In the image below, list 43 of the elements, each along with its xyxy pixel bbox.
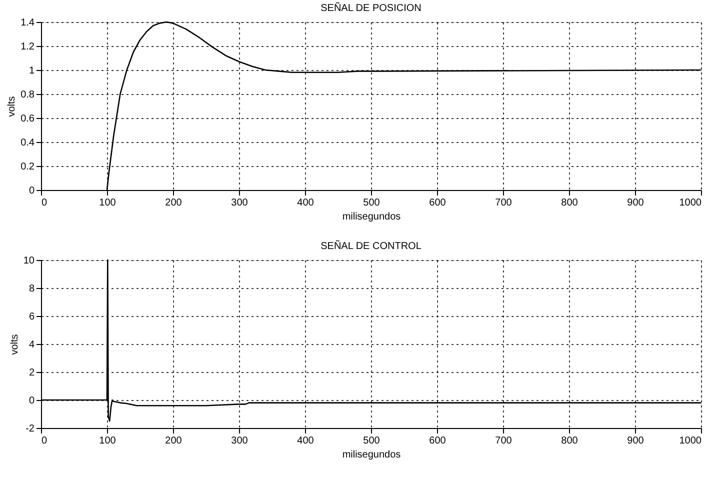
- x-tick-label: 900: [627, 436, 644, 446]
- x-tick-label: 900: [627, 198, 644, 208]
- chart-title: SEÑAL DE POSICION: [320, 2, 422, 14]
- x-tick-label: 400: [297, 436, 314, 446]
- y-tick-label: 10: [23, 256, 35, 266]
- y-tick-label: 2: [28, 368, 35, 378]
- x-tick-label: 500: [363, 436, 380, 446]
- x-tick-label: 700: [495, 436, 512, 446]
- x-tick-label: 300: [231, 198, 248, 208]
- y-tick-label: 0.6: [20, 114, 35, 124]
- y-tick-label: 0.2: [20, 162, 35, 172]
- x-tick-label: 1000: [679, 436, 702, 446]
- x-axis-title: milisegundos: [342, 212, 401, 222]
- y-tick-label: 0: [28, 396, 35, 406]
- y-axis-title: volts: [6, 96, 18, 117]
- y-tick-label: 1.2: [20, 42, 35, 52]
- y-tick-label: -2: [26, 424, 35, 434]
- x-tick-label: 0: [42, 198, 48, 208]
- x-axis-title: milisegundos: [342, 450, 401, 460]
- x-tick-label: 200: [165, 436, 182, 446]
- x-tick-label: 300: [231, 436, 248, 446]
- y-tick-label: 8: [28, 284, 35, 294]
- x-tick-label: 400: [297, 198, 314, 208]
- x-tick-label: 700: [495, 198, 512, 208]
- y-tick-label: 6: [28, 312, 35, 322]
- y-tick-label: 0.4: [20, 138, 35, 148]
- y-axis-title: volts: [9, 334, 20, 355]
- y-tick-label: 4: [28, 340, 35, 350]
- x-tick-label: 600: [429, 436, 446, 446]
- y-tick-label: 0.8: [20, 90, 35, 100]
- x-tick-label: 800: [561, 198, 578, 208]
- y-tick-label: 1: [28, 66, 35, 76]
- y-tick-label: 0: [28, 186, 35, 196]
- x-tick-label: 100: [99, 436, 116, 446]
- y-tick-label: 1.4: [20, 18, 35, 28]
- x-tick-label: 1000: [679, 198, 702, 208]
- x-tick-label: 600: [429, 198, 446, 208]
- x-tick-label: 100: [99, 198, 116, 208]
- x-tick-label: 200: [165, 198, 182, 208]
- x-tick-label: 0: [42, 436, 48, 446]
- x-tick-label: 800: [561, 436, 578, 446]
- chart-title: SEÑAL DE CONTROL: [320, 240, 422, 252]
- x-tick-label: 500: [363, 198, 380, 208]
